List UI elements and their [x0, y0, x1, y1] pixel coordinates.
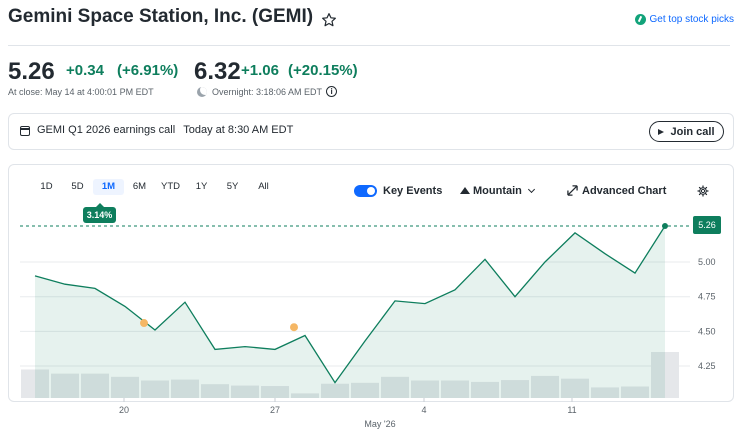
- close-change: +0.34: [66, 62, 104, 79]
- range-tab-5y[interactable]: 5Y: [226, 181, 239, 192]
- mountain-icon: [460, 187, 470, 194]
- calendar-icon: [20, 126, 30, 136]
- gear-icon[interactable]: [697, 185, 709, 197]
- overnight-label-row: Overnight: 3:18:06 AM EDT i: [197, 86, 338, 97]
- x-axis-label: May '26: [364, 419, 395, 429]
- x-axis-ticks: 20 27 4 11 May '26: [119, 398, 577, 429]
- close-label: At close: May 14 at 4:00:01 PM EDT: [8, 87, 154, 97]
- range-tab-1d[interactable]: 1D: [40, 181, 53, 192]
- key-events-label[interactable]: Key Events: [383, 185, 443, 197]
- pick-icon: [634, 14, 646, 25]
- earnings-time: Today at 8:30 AM EDT: [183, 124, 294, 136]
- top-picks-label: Get top stock picks: [649, 14, 734, 25]
- last-price-tag: 5.26: [693, 216, 721, 234]
- range-tab-6m[interactable]: 6M: [132, 181, 147, 192]
- close-price: 5.26: [8, 58, 55, 85]
- top-picks-link[interactable]: Get top stock picks: [634, 14, 734, 25]
- range-tab-all[interactable]: All: [258, 181, 269, 192]
- moon-icon: [197, 86, 207, 97]
- chart-card: 1D 5D 1M 6M YTD 1Y 5Y All 3.14% Key Even…: [8, 164, 734, 402]
- join-call-label: Join call: [670, 125, 715, 138]
- earnings-title: GEMI Q1 2026 earnings call: [37, 124, 176, 136]
- overnight-change-pct: (+20.15%): [288, 62, 358, 79]
- star-icon[interactable]: [321, 12, 337, 28]
- advanced-chart-link[interactable]: Advanced Chart: [582, 185, 667, 197]
- close-change-pct: (+6.91%): [117, 62, 179, 79]
- stock-title: Gemini Space Station, Inc. (GEMI): [8, 6, 314, 27]
- range-change-badge: 3.14%: [83, 203, 116, 223]
- range-tab-ytd[interactable]: YTD: [161, 181, 180, 192]
- range-tab-1y[interactable]: 1Y: [195, 181, 208, 192]
- x-tick-label: 27: [270, 405, 280, 415]
- chart-type-select[interactable]: Mountain: [473, 185, 522, 197]
- x-tick-label: 4: [421, 405, 426, 415]
- stock-header: Gemini Space Station, Inc. (GEMI) Get to…: [8, 6, 736, 36]
- range-tabs: 1D 5D 1M 6M YTD 1Y 5Y All: [31, 179, 279, 195]
- overnight-label: Overnight: 3:18:06 AM EDT: [212, 86, 323, 97]
- x-tick-label: 11: [567, 405, 576, 415]
- join-call-button[interactable]: Join call: [649, 121, 724, 142]
- expand-icon[interactable]: [567, 185, 578, 196]
- info-icon[interactable]: i: [326, 86, 338, 97]
- header-divider: [8, 45, 730, 46]
- overnight-price: 6.32: [194, 58, 241, 85]
- range-tab-1m[interactable]: 1M: [93, 179, 124, 195]
- x-tick-label: 20: [119, 405, 129, 415]
- range-tab-5d[interactable]: 5D: [71, 181, 84, 192]
- chevron-down-icon[interactable]: [527, 185, 536, 194]
- earnings-banner: GEMI Q1 2026 earnings call Today at 8:30…: [8, 113, 734, 150]
- play-icon: [658, 128, 665, 135]
- earnings-text: GEMI Q1 2026 earnings call Today at 8:30…: [37, 124, 293, 136]
- overnight-change: +1.06: [241, 62, 279, 79]
- key-events-toggle[interactable]: [354, 185, 377, 197]
